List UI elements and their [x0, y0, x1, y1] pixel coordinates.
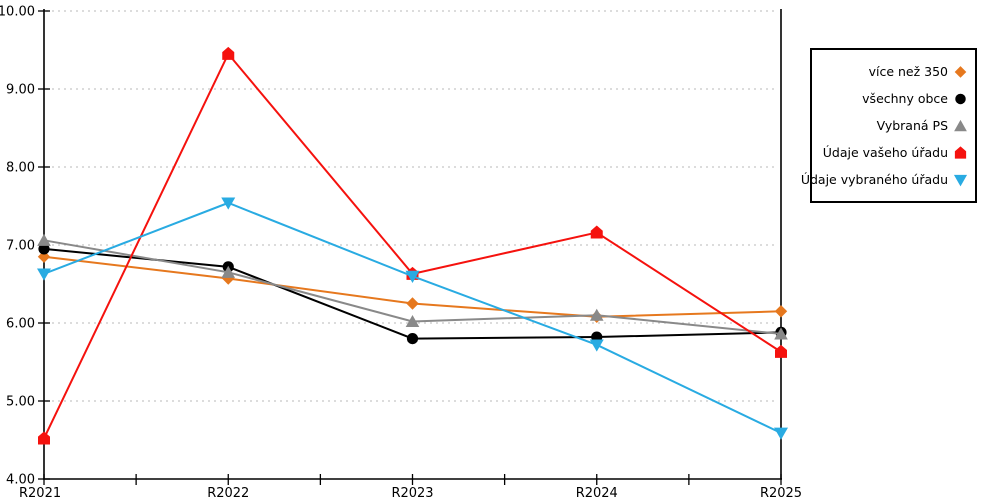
y-axis-tick-label: 10.00: [0, 5, 35, 20]
triangle-up-marker-icon: [774, 327, 788, 340]
triangle-down-marker-icon: [589, 339, 604, 352]
pentagon-marker-icon: [222, 46, 235, 60]
diamond-marker-icon: [222, 272, 235, 285]
pentagon-marker-icon: [775, 344, 787, 358]
pentagon-marker-icon: [954, 146, 967, 159]
y-axis-tick-label: 7.00: [6, 239, 35, 254]
chart-legend: více než 350 všechny obce Vybraná PS Úda…: [801, 48, 977, 203]
circle-marker-icon: [406, 333, 419, 345]
legend-label: všechny obce: [862, 91, 948, 106]
circle-marker-icon: [953, 91, 968, 106]
triangle-up-marker-icon: [953, 118, 968, 133]
diamond-marker-icon: [954, 66, 967, 78]
diamond-marker-icon: [37, 250, 51, 263]
legend-item-udaje-vaseho-uradu: Údaje vašeho úřadu: [816, 145, 968, 160]
circle-marker-icon: [955, 93, 966, 105]
circle-marker-icon: [38, 243, 50, 255]
pentagon-marker-icon: [953, 145, 968, 160]
legend-label: Vybraná PS: [876, 118, 948, 133]
x-axis-tick-label: R2022: [207, 486, 249, 500]
pentagon-marker-icon: [38, 431, 50, 445]
x-axis-tick-label: R2025: [760, 486, 802, 500]
legend-label: více než 350: [868, 64, 948, 79]
y-axis-tick-label: 6.00: [6, 317, 35, 332]
y-axis-tick-label: 8.00: [6, 161, 35, 176]
triangle-down-marker-icon: [953, 172, 968, 187]
triangle-down-marker-icon: [37, 268, 51, 281]
pentagon-marker-icon: [590, 225, 603, 239]
triangle-up-marker-icon: [37, 233, 51, 246]
x-axis-tick-label: R2021: [19, 486, 61, 500]
y-axis-tick-label: 5.00: [6, 395, 35, 410]
legend-item-udaje-vybraneho-uradu: Údaje vybraného úřadu: [801, 172, 968, 187]
triangle-up-marker-icon: [954, 119, 967, 132]
diamond-marker-icon: [406, 297, 419, 310]
x-axis-tick-label: R2024: [576, 486, 618, 500]
triangle-down-marker-icon: [221, 197, 236, 210]
y-axis-tick-label: 9.00: [6, 83, 35, 98]
triangle-up-marker-icon: [221, 265, 236, 278]
triangle-up-marker-icon: [589, 308, 604, 321]
legend-item-vice-nez-350: více než 350: [816, 64, 968, 79]
diamond-marker-icon: [953, 64, 968, 79]
x-axis-tick-label: R2023: [391, 486, 433, 500]
triangle-up-marker-icon: [405, 314, 420, 328]
legend-item-vybrana-ps: Vybraná PS: [816, 118, 968, 133]
triangle-down-marker-icon: [953, 174, 968, 187]
diamond-marker-icon: [774, 305, 788, 318]
triangle-down-marker-icon: [405, 270, 420, 283]
triangle-down-marker-icon: [774, 427, 788, 440]
y-axis-tick-label: 4.00: [6, 473, 35, 488]
legend-label: Údaje vybraného úřadu: [800, 172, 948, 187]
legend-item-vsechny-obce: všechny obce: [816, 91, 968, 106]
legend-label: Údaje vašeho úřadu: [822, 145, 948, 160]
